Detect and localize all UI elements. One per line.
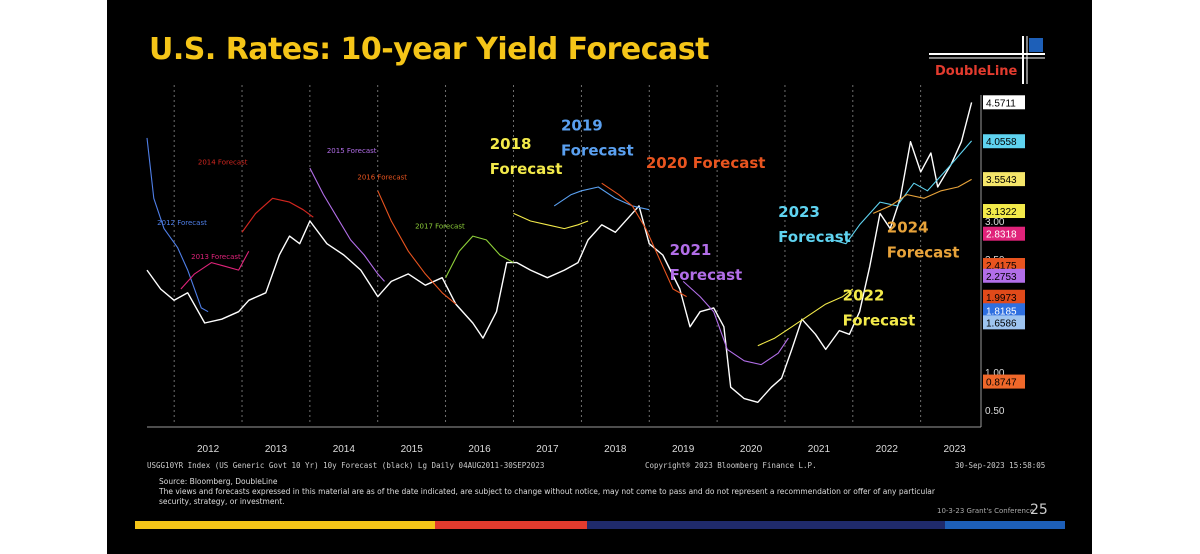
last-value-badge [983, 374, 1025, 389]
x-tick-label: 2014 [333, 444, 356, 455]
last-value-label: 2.4175 [986, 261, 1017, 272]
forecast-line [682, 280, 789, 366]
forecast-line [832, 140, 973, 245]
last-value-badge [983, 289, 1025, 304]
last-value-label: 2.8318 [986, 230, 1017, 241]
color-bar-red [435, 521, 587, 529]
source-line: Source: Bloomberg, DoubleLine [159, 477, 278, 486]
disclaimer-line-2: security, strategy, or investment. [159, 497, 285, 506]
forecast-line [377, 190, 457, 305]
last-value-label: 2.2753 [986, 272, 1017, 283]
last-value-label: 3.1322 [986, 207, 1017, 218]
forecast-annotation: 2017 Forecast [415, 223, 465, 231]
last-value-badge [983, 226, 1025, 241]
conference-label: 10-3-23 Grant's Conference [937, 507, 1035, 515]
forecast-annotation: Forecast [887, 243, 960, 261]
page-number: 25 [1030, 502, 1048, 518]
forecast-annotation: 2021 [670, 241, 712, 259]
x-tick-label: 2023 [944, 444, 967, 455]
forecast-line [872, 178, 972, 214]
x-tick-label: 2019 [672, 444, 695, 455]
forecast-annotation: Forecast [490, 160, 563, 178]
x-tick-label: 2012 [197, 444, 220, 455]
y-tick-label: 3.00 [985, 217, 1005, 228]
forecast-annotation: 2016 Forecast [357, 173, 407, 181]
logo-text: DoubleLine [935, 64, 1018, 79]
color-bar [135, 521, 1065, 529]
forecast-line [146, 137, 209, 313]
disclaimer-line-1: The views and forecasts expressed in thi… [159, 487, 935, 496]
last-value-label: 1.9973 [986, 293, 1017, 304]
forecast-annotation: 2014 Forecast [198, 158, 248, 166]
footer-source: Source: Bloomberg, DoubleLine The views … [159, 477, 939, 507]
last-value-badge [983, 258, 1025, 273]
forecast-line [309, 167, 385, 282]
bloomberg-caption-left: USGG10YR Index (US Generic Govt 10 Yr) 1… [147, 461, 544, 470]
last-value-label: 1.8185 [986, 306, 1017, 317]
x-tick-label: 2013 [265, 444, 288, 455]
forecast-line [757, 288, 854, 347]
forecast-line [180, 250, 250, 290]
forecast-annotation: Forecast [843, 311, 916, 329]
x-tick-label: 2022 [876, 444, 899, 455]
x-tick-label: 2016 [468, 444, 491, 455]
actual-yield-line [146, 102, 973, 403]
last-value-badge [983, 204, 1025, 219]
x-tick-label: 2018 [604, 444, 627, 455]
forecast-line [241, 197, 314, 233]
y-tick-label: 0.50 [985, 406, 1005, 417]
forecast-line [601, 182, 687, 298]
forecast-line [513, 212, 589, 230]
last-value-badge [983, 134, 1025, 149]
bloomberg-caption-right: 30-Sep-2023 15:58:05 [955, 461, 1045, 470]
forecast-annotation: 2023 [778, 203, 820, 221]
x-tick-label: 2021 [808, 444, 831, 455]
forecast-annotation: 2013 Forecast [191, 253, 241, 261]
last-value-badge [983, 95, 1025, 110]
annotation-layer: 2012 Forecast 2013 Forecast 2014 Forecast 2… [157, 116, 959, 329]
forecast-annotation: 2018 [490, 135, 532, 153]
forecast-annotation: 2012 Forecast [157, 219, 207, 227]
year-grid [173, 85, 922, 425]
page-title: U.S. Rates: 10-year Yield Forecast [149, 32, 709, 67]
doubleline-logo-icon [929, 36, 1045, 84]
color-bar-navy [587, 521, 945, 529]
x-tick-label: 2015 [401, 444, 424, 455]
last-value-label: 1.6586 [986, 318, 1017, 329]
last-value-badge [983, 268, 1025, 283]
forecast-annotation: 2015 Forecast [327, 147, 377, 155]
bloomberg-caption-center: Copyright® 2023 Bloomberg Finance L.P. [645, 461, 817, 470]
forecast-annotation: 2019 [561, 116, 603, 134]
color-bar-yellow [135, 521, 435, 529]
forecast-annotation: Forecast [561, 141, 634, 159]
color-bar-blue [945, 521, 1065, 529]
forecast-annotation: 2020 Forecast [646, 154, 766, 172]
last-value-badge [983, 172, 1025, 187]
last-value-label: 0.8747 [986, 378, 1017, 389]
last-value-label: 4.5711 [986, 98, 1016, 109]
slide: U.S. Rates: 10-year Yield Forecast Doubl… [107, 0, 1092, 554]
last-value-badge [983, 315, 1025, 330]
forecast-annotation: 2022 [843, 286, 885, 304]
last-value-label: 4.0558 [986, 137, 1017, 148]
forecast-line [445, 235, 514, 278]
doubleline-logo: DoubleLine [929, 36, 1047, 86]
y-tick-label: 1.00 [985, 368, 1005, 379]
forecast-annotation: Forecast [670, 266, 743, 284]
forecast-annotation: Forecast [778, 228, 851, 246]
last-value-label: 3.5543 [986, 175, 1017, 186]
series-layer [146, 102, 973, 403]
forecast-annotation: 2024 [887, 218, 929, 236]
forecast-line [553, 186, 650, 211]
axis-layer: 2012 2013 2014 2015 2016 2017 2018 2019 2020 2021… [147, 95, 1045, 470]
x-tick-label: 2020 [740, 444, 763, 455]
x-tick-label: 2017 [536, 444, 559, 455]
last-value-badge [983, 303, 1025, 318]
